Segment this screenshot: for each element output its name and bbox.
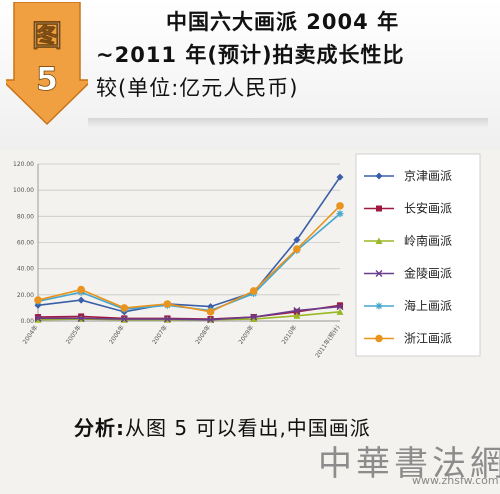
series-line	[37, 213, 341, 312]
legend-swatch-marker	[375, 172, 383, 180]
series-line	[37, 205, 341, 313]
data-point	[120, 315, 128, 323]
x-tick-label: 2009年	[237, 324, 256, 346]
data-point	[77, 314, 85, 322]
data-point	[293, 236, 301, 244]
data-point	[77, 285, 85, 294]
legend-label: 京津画派	[404, 169, 452, 183]
series-line	[37, 176, 341, 313]
legend-label: 海上画派	[404, 298, 452, 313]
y-tick-label: 80.00	[17, 213, 34, 220]
y-tick-label: 20.00	[17, 292, 34, 299]
data-point	[34, 314, 42, 322]
x-tick-label: 2004年	[21, 324, 40, 346]
analysis-body: 从图 5 可以看出,中国画派	[125, 416, 371, 440]
chart-title: 中国六大画派 2004 年 ~2011 年(预计)拍卖成长性比 较(单位:亿元人…	[96, 6, 466, 118]
data-point	[336, 202, 344, 210]
x-tick-label: 2011年(预计)	[313, 324, 341, 360]
x-tick-label: 2010年	[280, 324, 299, 346]
badge-char: 图	[32, 19, 62, 54]
data-point	[337, 302, 343, 309]
x-tick-label: 2006年	[107, 324, 126, 346]
legend-swatch-marker	[375, 302, 383, 310]
y-tick-label: 40.00	[17, 266, 34, 273]
legend-box	[355, 153, 481, 357]
x-tick-label: 2007年	[150, 324, 169, 346]
y-tick-label: 0.00	[21, 318, 35, 325]
line-chart: 120.00 100.00 80.00 60.00 40.00 20.00 0.00 200…	[13, 153, 481, 360]
y-axis-ticks: 120.00 100.00 80.00 60.00 40.00 20.00 0.00	[13, 161, 34, 325]
data-point	[206, 308, 215, 316]
watermark-logo: 中華書法網	[318, 444, 500, 484]
series	[34, 173, 344, 324]
data-point	[336, 303, 344, 311]
legend-label: 浙江画派	[404, 332, 452, 346]
legend-item: 海上画派	[364, 298, 452, 313]
data-point	[120, 304, 129, 312]
data-point	[293, 312, 301, 319]
y-tick-label: 60.00	[17, 240, 34, 247]
data-point	[250, 315, 258, 323]
data-point	[250, 313, 258, 321]
legend-item: 浙江画派	[364, 332, 452, 346]
legend-item: 岭南画派	[364, 233, 452, 248]
data-point	[34, 296, 42, 304]
y-tick-label: 120.00	[13, 161, 34, 168]
title-line-3: 较(单位:亿元人民币)	[96, 76, 299, 100]
analysis-text: 分析:从图 5 可以看出,中国画派	[74, 412, 371, 441]
title-line-2: ~2011 年(预计)拍卖成长性比	[96, 43, 405, 67]
data-point	[207, 316, 215, 324]
data-point	[336, 173, 344, 181]
figure-badge-arrow: 图 5	[6, 2, 88, 126]
legend-label: 岭南画派	[404, 233, 452, 248]
legend-item: 京津画派	[364, 169, 452, 183]
header-shadow	[88, 118, 488, 128]
data-point	[34, 301, 42, 309]
series-4	[34, 303, 344, 324]
data-point	[77, 296, 85, 304]
legend-swatch-marker	[375, 237, 383, 244]
data-point	[249, 287, 258, 295]
title-line-1: 中国六大画派 2004 年	[166, 10, 400, 34]
data-point	[163, 315, 171, 323]
data-point	[163, 300, 172, 308]
legend-item: 长安画派	[364, 201, 452, 216]
series-line	[38, 305, 341, 321]
x-tick-label: 2005年	[64, 324, 83, 346]
legend-swatch-marker	[375, 334, 383, 343]
legend-swatch-marker	[376, 205, 382, 212]
badge-number: 5	[36, 60, 58, 98]
x-tick-label: 2008年	[193, 324, 212, 346]
legend-label: 金陵画派	[404, 266, 452, 281]
y-tick-label: 100.00	[13, 187, 34, 194]
series-6	[34, 202, 344, 316]
watermark-url: www.zhsfw.com	[412, 474, 499, 487]
legend-swatch-marker	[375, 270, 383, 277]
legend-label: 长安画派	[404, 201, 452, 216]
header-banner: 图 5 中国六大画派 2004 年 ~2011 年(预计)拍卖成长性比 较(单位…	[0, 0, 500, 150]
data-point	[293, 308, 300, 315]
data-point	[293, 307, 301, 315]
analysis-label: 分析:	[74, 416, 125, 440]
x-axis-ticks: 2004年 2005年 2006年 2007年 2008年 2009年 2010年 2011年…	[21, 324, 342, 360]
grid	[37, 163, 340, 322]
data-point	[293, 245, 301, 253]
data-point	[336, 308, 344, 315]
badge-arrow-shape	[6, 2, 88, 126]
legend-item: 金陵画派	[364, 266, 452, 281]
data-point	[336, 210, 344, 218]
